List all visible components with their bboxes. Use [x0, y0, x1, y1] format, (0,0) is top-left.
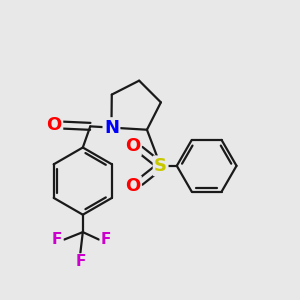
- Text: O: O: [125, 137, 140, 155]
- Text: F: F: [75, 254, 86, 269]
- Text: O: O: [46, 116, 62, 134]
- Text: S: S: [154, 157, 167, 175]
- Text: N: N: [104, 118, 119, 136]
- Text: F: F: [52, 232, 62, 247]
- Text: O: O: [125, 177, 140, 195]
- Text: F: F: [101, 232, 111, 247]
